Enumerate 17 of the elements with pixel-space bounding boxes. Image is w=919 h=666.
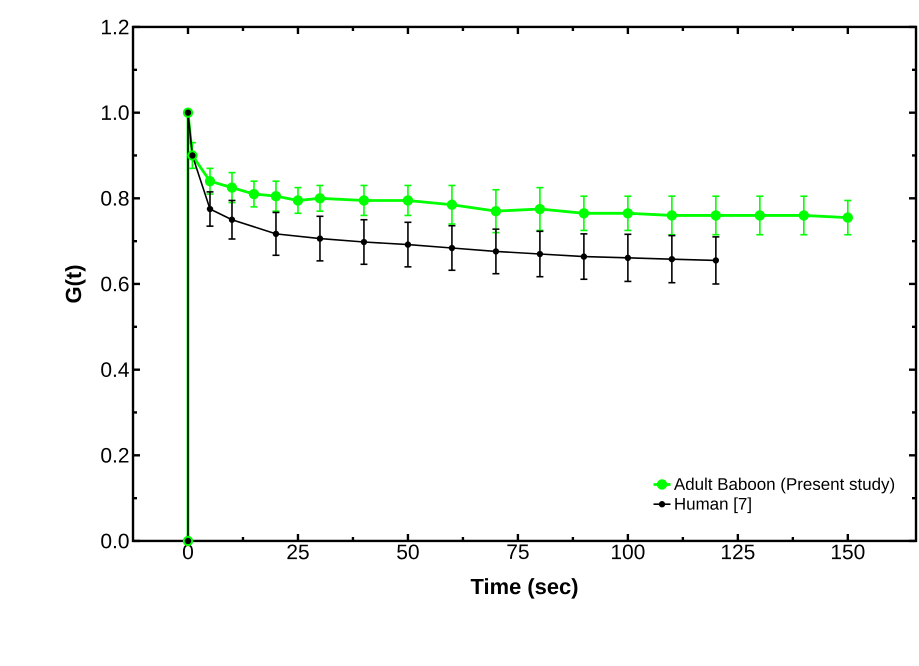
y-tick-label: 0.6 bbox=[101, 276, 129, 292]
legend-label: Adult Baboon (Present study) bbox=[674, 478, 894, 494]
x-tick-label: 25 bbox=[287, 544, 309, 560]
y-tick-label: 1.0 bbox=[102, 105, 129, 120]
y-tick-label: 1.2 bbox=[102, 20, 128, 34]
x-tick-label: 75 bbox=[507, 544, 529, 560]
x-tick-label: 50 bbox=[397, 544, 419, 560]
y-tick-label: 0.8 bbox=[101, 190, 129, 206]
y-tick-label: 0.4 bbox=[101, 362, 129, 378]
x-tick-label: 150 bbox=[832, 544, 864, 560]
x-axis-title: Time (sec) bbox=[470, 578, 578, 599]
y-axis-title: G(t) bbox=[65, 266, 86, 303]
x-tick-label: 100 bbox=[612, 544, 645, 560]
x-tick-label: 125 bbox=[722, 544, 754, 560]
y-tick-label: 0.0 bbox=[101, 534, 129, 548]
legend-label: Human [7] bbox=[675, 497, 751, 514]
y-tick-label: 0.2 bbox=[101, 448, 128, 463]
